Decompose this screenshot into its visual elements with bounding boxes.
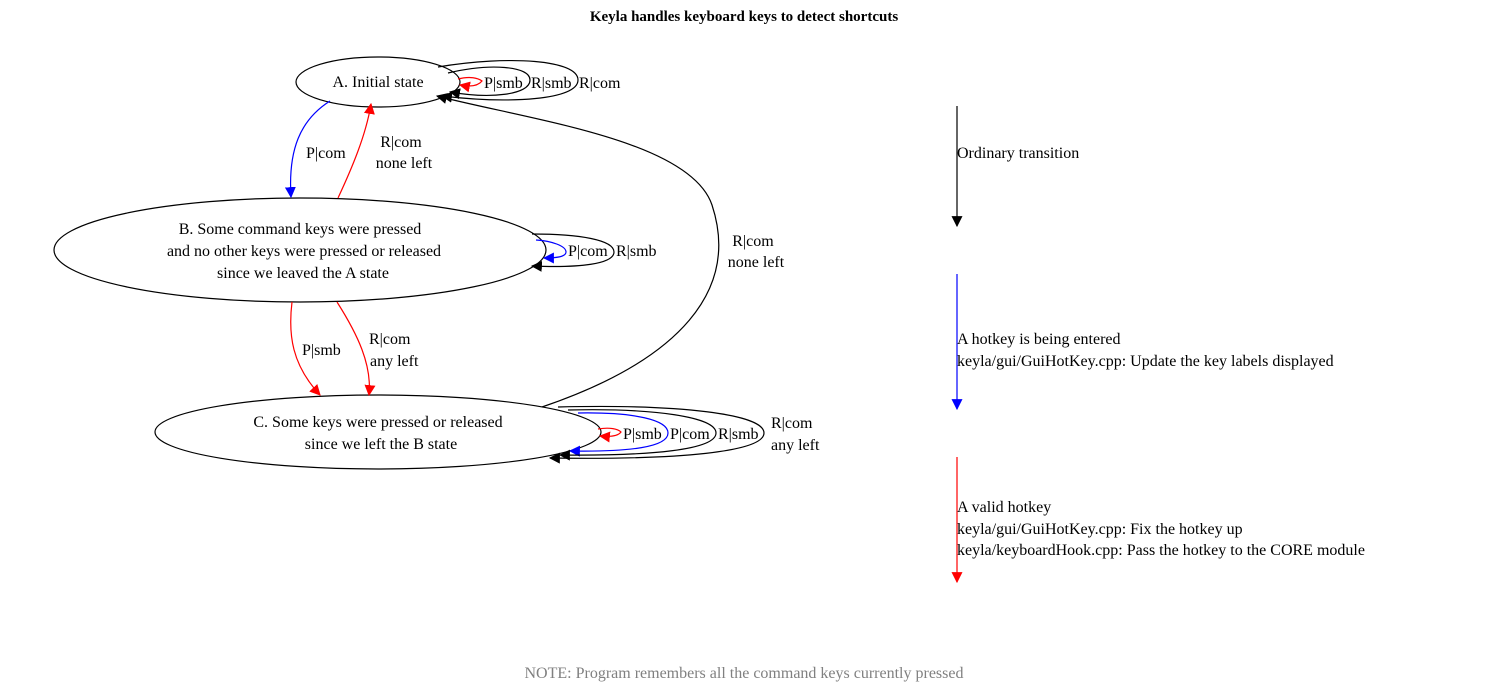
edge-a-self-rcom-label: R|com bbox=[579, 75, 621, 92]
state-b-label-line2: and no other keys were pressed or releas… bbox=[167, 243, 441, 260]
edge-b-to-c-psmb bbox=[290, 301, 321, 396]
edge-c-self-rcom-label-line2: any left bbox=[771, 437, 820, 454]
edge-c-self-pcom bbox=[568, 412, 669, 457]
edge-c-self-rsmb bbox=[558, 409, 717, 461]
edge-c-self-pcom-label: P|com bbox=[670, 426, 710, 443]
state-c-node: C. Some keys were pressed or released si… bbox=[154, 394, 602, 470]
edge-c-self-psmb bbox=[597, 427, 622, 443]
edge-c-self-rsmb-label: R|smb bbox=[718, 426, 759, 443]
edge-c-self-rcom-label-line1: R|com bbox=[771, 415, 813, 432]
edge-a-self-rcom bbox=[437, 59, 579, 103]
edge-b-self-rsmb-label: R|smb bbox=[616, 243, 657, 260]
footer-note: NOTE: Program remembers all the command … bbox=[525, 665, 964, 682]
edge-a-self-psmb-label: P|smb bbox=[484, 75, 523, 92]
legend-ordinary-label: Ordinary transition bbox=[957, 145, 1079, 162]
edge-a-to-b-label: P|com bbox=[306, 145, 346, 162]
edge-b-to-c-rcom-label-line2: any left bbox=[370, 353, 419, 370]
state-b-label-line1: B. Some command keys were pressed bbox=[179, 221, 422, 238]
edge-c-self-rcom bbox=[548, 405, 765, 464]
state-b-node: B. Some command keys were pressed and no… bbox=[53, 197, 547, 303]
diagram-title: Keyla handles keyboard keys to detect sh… bbox=[590, 9, 898, 25]
edge-a-self-rsmb-label: R|smb bbox=[531, 75, 572, 92]
legend-valid-line1: A valid hotkey bbox=[957, 499, 1051, 516]
edge-b-self-pcom bbox=[535, 239, 567, 264]
edge-c-to-a-label-line2: none left bbox=[728, 254, 785, 271]
edge-b-to-c-rcom-label-line1: R|com bbox=[369, 331, 411, 348]
legend-entering-line1: A hotkey is being entered bbox=[957, 331, 1121, 348]
edge-b-self-pcom-label: P|com bbox=[568, 243, 608, 260]
legend: Ordinary transition A hotkey is being en… bbox=[951, 106, 1365, 584]
edge-b-to-a-label-line2: none left bbox=[376, 155, 433, 172]
edge-c-to-a-label-line1: R|com bbox=[732, 233, 774, 250]
state-b-label-line3: since we leaved the A state bbox=[217, 265, 389, 282]
state-a-node: A. Initial state bbox=[295, 56, 461, 108]
edge-b-to-a bbox=[337, 102, 375, 199]
edge-c-to-a bbox=[435, 93, 720, 408]
edge-b-to-c-rcom bbox=[336, 301, 376, 397]
state-a-label: A. Initial state bbox=[332, 74, 423, 91]
legend-valid-line2: keyla/gui/GuiHotKey.cpp: Fix the hotkey … bbox=[957, 521, 1243, 538]
legend-valid-line3: keyla/keyboardHook.cpp: Pass the hotkey … bbox=[957, 542, 1365, 559]
state-c-label-line2: since we left the B state bbox=[305, 436, 457, 453]
legend-entering-line2: keyla/gui/GuiHotKey.cpp: Update the key … bbox=[957, 353, 1334, 370]
edge-a-self-rsmb bbox=[447, 66, 531, 100]
edge-b-to-a-label-line1: R|com bbox=[380, 134, 422, 151]
edge-b-to-c-psmb-label: P|smb bbox=[302, 342, 341, 359]
edge-c-self-psmb-label: P|smb bbox=[623, 426, 662, 443]
edge-a-self-psmb bbox=[457, 76, 483, 93]
state-c-label-line1: C. Some keys were pressed or released bbox=[253, 414, 502, 431]
edge-b-self-rsmb bbox=[530, 233, 615, 272]
edge-a-to-b bbox=[284, 100, 331, 199]
